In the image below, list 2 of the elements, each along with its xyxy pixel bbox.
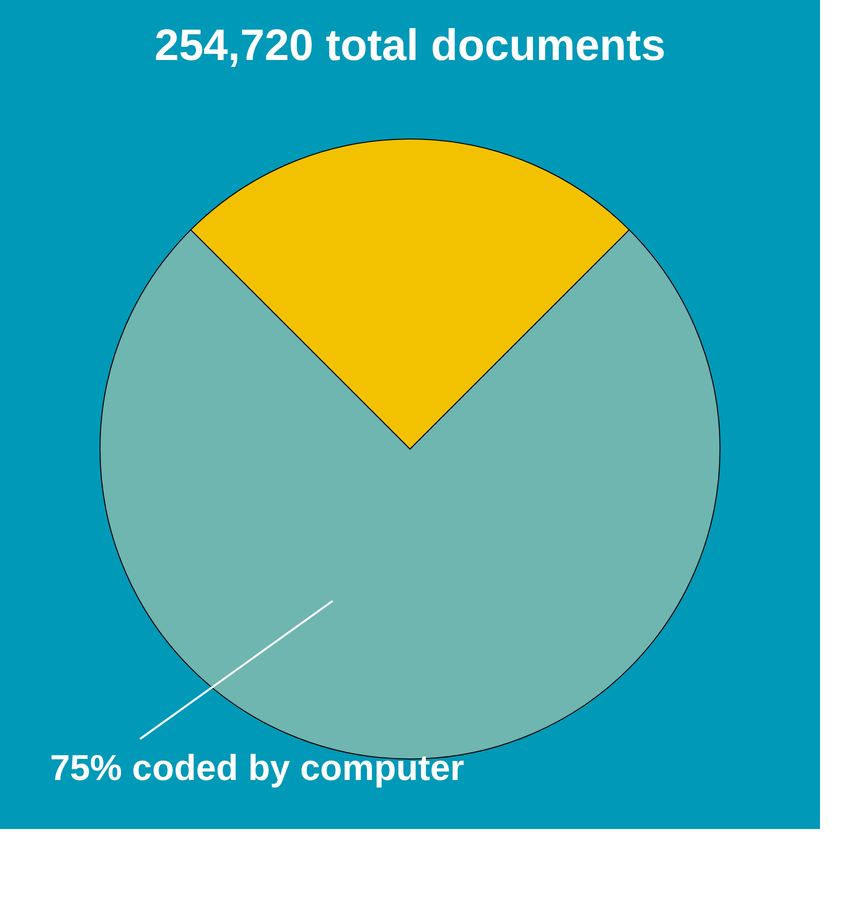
slice-label: 75% coded by computer bbox=[50, 747, 464, 788]
chart-title: 254,720 total documents bbox=[154, 21, 666, 70]
